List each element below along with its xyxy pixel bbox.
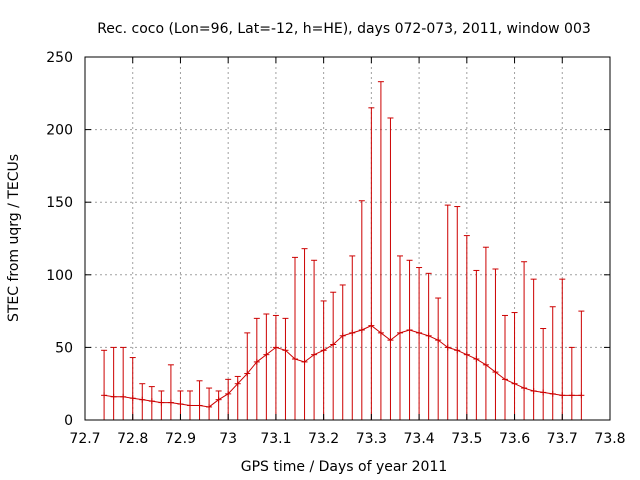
x-axis-title: GPS time / Days of year 2011 <box>241 459 448 475</box>
x-tick-label: 73.3 <box>356 431 387 447</box>
x-tick-label: 73.4 <box>404 431 435 447</box>
y-tick-label: 200 <box>46 123 73 139</box>
x-tick-label: 72.8 <box>117 431 148 447</box>
x-tick-label: 73 <box>219 431 237 447</box>
plot-frame <box>84 56 611 421</box>
x-tick-label: 73.5 <box>451 431 482 447</box>
y-tick-label: 0 <box>64 413 73 429</box>
x-tick-label: 72.7 <box>69 431 100 447</box>
x-tick-label: 73.7 <box>547 431 578 447</box>
x-tick-label: 73.6 <box>499 431 530 447</box>
data-series <box>101 81 585 420</box>
chart-title: Rec. coco (Lon=96, Lat=-12, h=HE), days … <box>97 21 591 37</box>
y-tick-label: 150 <box>46 195 73 211</box>
grid-lines <box>85 57 610 420</box>
x-tick-label: 73.2 <box>308 431 339 447</box>
axis-ticks: 72.7 72.8 72.9 73 73.1 73.2 73.3 73.4 73.5 73.6 73… <box>46 50 625 447</box>
y-tick-label: 250 <box>46 50 73 66</box>
x-tick-label: 73.8 <box>594 431 625 447</box>
x-tick-label: 72.9 <box>165 431 196 447</box>
series-line <box>104 325 582 408</box>
y-tick-label: 50 <box>55 340 73 356</box>
y-tick-label: 100 <box>46 268 73 284</box>
x-tick-label: 73.1 <box>260 431 291 447</box>
y-axis-title: STEC from uqrg / TECUs <box>6 154 22 322</box>
